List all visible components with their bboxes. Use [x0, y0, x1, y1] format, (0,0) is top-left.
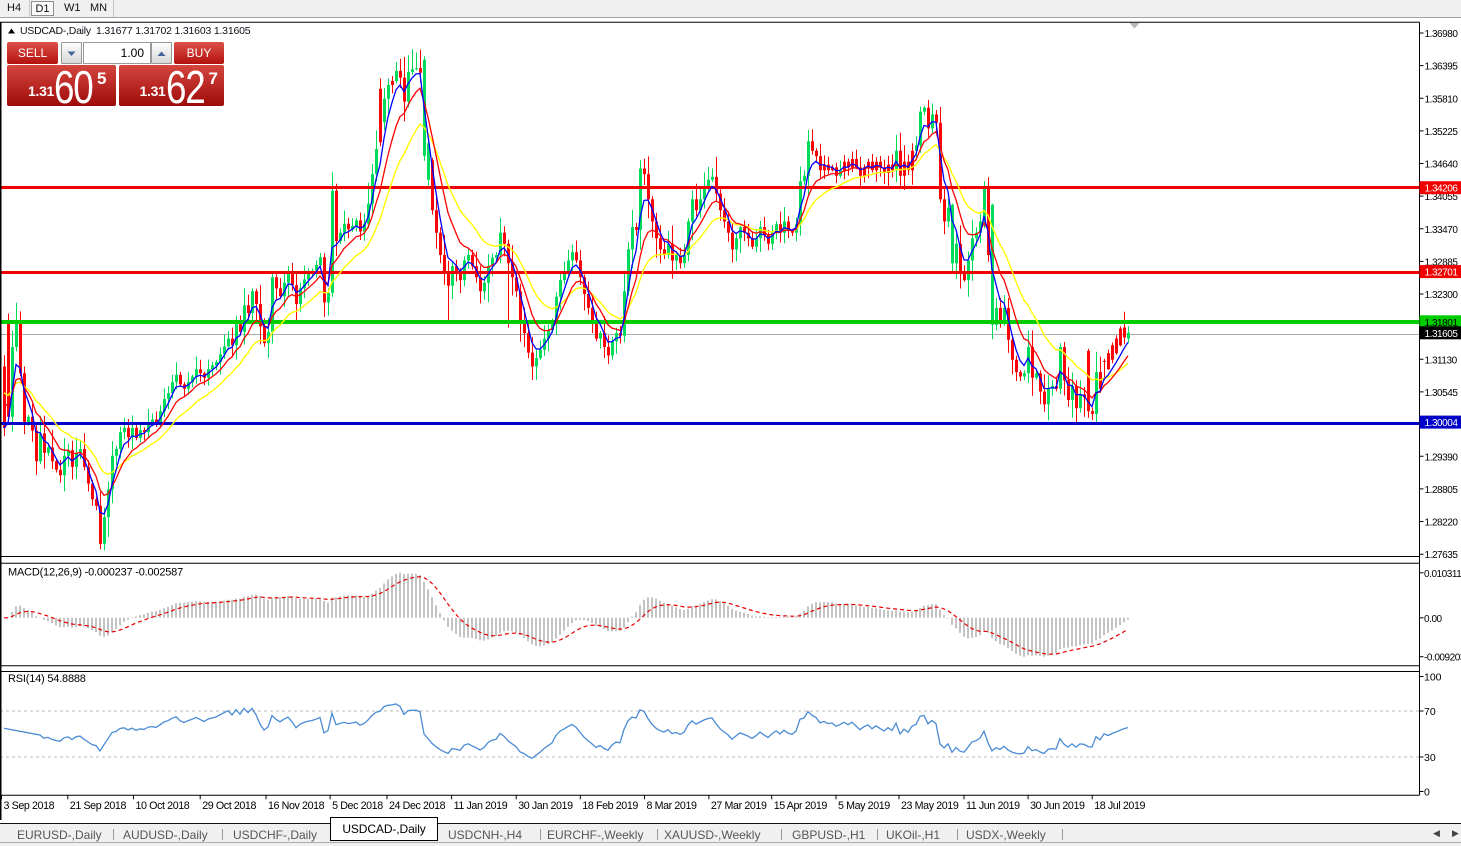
- svg-text:8 Mar 2019: 8 Mar 2019: [647, 800, 698, 812]
- svg-text:30 Jan 2019: 30 Jan 2019: [518, 800, 573, 812]
- svg-text:1.28220: 1.28220: [1425, 518, 1459, 529]
- svg-text:1.32701: 1.32701: [1425, 268, 1459, 279]
- svg-text:1.27635: 1.27635: [1425, 550, 1459, 561]
- svg-text:USDCAD-,Daily: USDCAD-,Daily: [20, 25, 92, 37]
- svg-text:MACD(12,26,9) -0.000237 -0.002: MACD(12,26,9) -0.000237 -0.002587: [8, 567, 183, 579]
- svg-text:29 Oct 2018: 29 Oct 2018: [202, 800, 256, 812]
- svg-text:-0.009203: -0.009203: [1424, 653, 1461, 664]
- svg-text:18 Feb 2019: 18 Feb 2019: [582, 800, 638, 812]
- svg-text:3 Sep 2018: 3 Sep 2018: [4, 800, 55, 812]
- svg-text:1.31605: 1.31605: [1425, 329, 1459, 340]
- svg-text:1.34640: 1.34640: [1425, 160, 1459, 171]
- svg-text:1.34055: 1.34055: [1425, 192, 1459, 203]
- svg-text:23 May 2019: 23 May 2019: [901, 800, 959, 812]
- svg-text:0.00: 0.00: [1424, 614, 1443, 625]
- svg-text:1.31801: 1.31801: [1425, 318, 1459, 329]
- svg-text:18 Jul 2019: 18 Jul 2019: [1094, 800, 1145, 812]
- svg-text:1.29390: 1.29390: [1425, 452, 1459, 463]
- svg-text:16 Nov 2018: 16 Nov 2018: [268, 800, 325, 812]
- svg-text:30 Jun 2019: 30 Jun 2019: [1030, 800, 1085, 812]
- svg-text:24 Dec 2018: 24 Dec 2018: [389, 800, 446, 812]
- svg-text:70: 70: [1424, 706, 1436, 718]
- svg-text:11 Jun 2019: 11 Jun 2019: [966, 800, 1020, 812]
- svg-text:5 Dec 2018: 5 Dec 2018: [332, 800, 383, 812]
- svg-text:1.32885: 1.32885: [1425, 257, 1459, 268]
- svg-text:100: 100: [1424, 672, 1442, 684]
- svg-text:10 Oct 2018: 10 Oct 2018: [136, 800, 190, 812]
- svg-text:RSI(14) 54.8888: RSI(14) 54.8888: [8, 673, 86, 685]
- svg-text:0.010311: 0.010311: [1424, 569, 1461, 580]
- svg-text:1.35225: 1.35225: [1425, 127, 1459, 138]
- svg-text:1.33470: 1.33470: [1425, 225, 1459, 236]
- svg-text:0: 0: [1424, 787, 1430, 799]
- svg-text:1.36980: 1.36980: [1425, 29, 1459, 40]
- svg-text:30: 30: [1424, 752, 1436, 764]
- svg-text:1.34206: 1.34206: [1425, 184, 1459, 195]
- svg-text:1.31677 1.31702 1.31603 1.3160: 1.31677 1.31702 1.31603 1.31605: [96, 25, 251, 37]
- svg-text:1.36395: 1.36395: [1425, 62, 1459, 73]
- svg-text:1.31130: 1.31130: [1425, 355, 1458, 366]
- svg-text:11 Jan 2019: 11 Jan 2019: [454, 800, 508, 812]
- svg-text:1.35810: 1.35810: [1425, 94, 1459, 105]
- svg-text:1.30545: 1.30545: [1425, 388, 1459, 399]
- svg-text:21 Sep 2018: 21 Sep 2018: [70, 800, 127, 812]
- svg-text:1.30004: 1.30004: [1425, 418, 1459, 429]
- svg-text:5 May 2019: 5 May 2019: [838, 800, 890, 812]
- svg-text:15 Apr 2019: 15 Apr 2019: [774, 800, 828, 812]
- svg-text:1.32300: 1.32300: [1425, 290, 1459, 301]
- svg-text:1.28805: 1.28805: [1425, 485, 1459, 496]
- svg-text:27 Mar 2019: 27 Mar 2019: [711, 800, 767, 812]
